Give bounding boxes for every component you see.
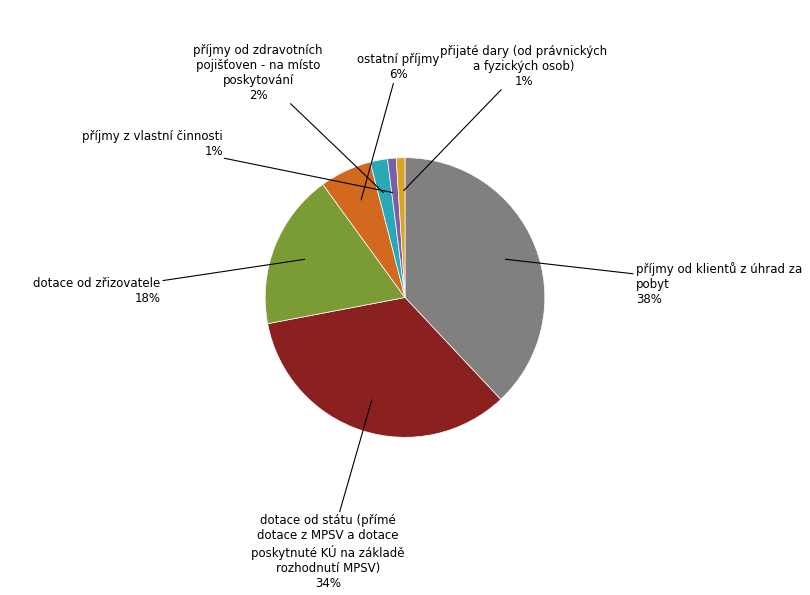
Wedge shape (387, 158, 405, 298)
Wedge shape (396, 158, 405, 298)
Wedge shape (370, 159, 405, 298)
Text: příjmy od zdravotních
pojišťoven - na místo
poskytování
2%: příjmy od zdravotních pojišťoven - na mí… (194, 43, 383, 193)
Text: ostatní příjmy
6%: ostatní příjmy 6% (357, 53, 439, 200)
Text: příjmy z vlastní činnosti
1%: příjmy z vlastní činnosti 1% (83, 130, 392, 193)
Wedge shape (323, 162, 405, 298)
Text: dotace od zřizovatele
18%: dotace od zřizovatele 18% (33, 259, 305, 305)
Text: přijaté dary (od právnických
a fyzických osob)
1%: přijaté dary (od právnických a fyzických… (403, 45, 608, 190)
Text: příjmy od klientů z úhrad za
pobyt
38%: příjmy od klientů z úhrad za pobyt 38% (505, 259, 802, 305)
Text: dotace od státu (přímé
dotace z MPSV a dotace
poskytnuté KÚ na základě
rozhodnut: dotace od státu (přímé dotace z MPSV a d… (251, 400, 405, 590)
Wedge shape (265, 184, 405, 324)
Wedge shape (267, 298, 501, 437)
Wedge shape (405, 158, 545, 399)
